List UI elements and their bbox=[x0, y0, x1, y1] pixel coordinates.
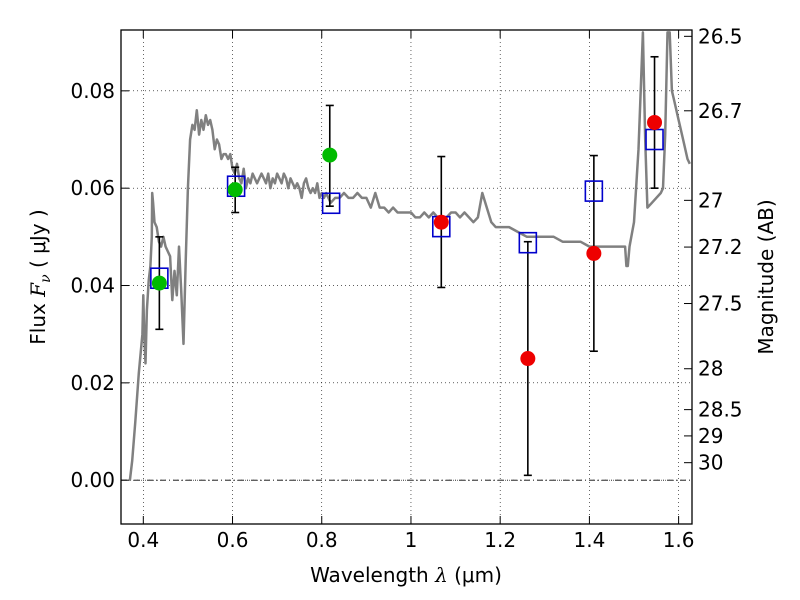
x-tick-label: 1.2 bbox=[484, 528, 516, 552]
y-tick-label: 0.00 bbox=[70, 468, 115, 492]
x-tick-label: 1.6 bbox=[663, 528, 695, 552]
x-tick-label: 0.4 bbox=[127, 528, 159, 552]
y-tick-label: 0.08 bbox=[70, 79, 115, 103]
y2-tick-label: 28.5 bbox=[698, 398, 743, 422]
observed-flux-point bbox=[227, 182, 243, 198]
x-axis-label: Wavelength λ (μm) bbox=[310, 563, 502, 587]
y2-axis-ticks: 26.5 26.7 27 27.2 27.5 28 28.529 30 bbox=[684, 24, 743, 475]
y2-tick-label: 26.7 bbox=[698, 99, 743, 123]
y2-tick-label: 26.5 bbox=[698, 24, 743, 48]
template-sed-line bbox=[128, 31, 691, 481]
model-flux-squares bbox=[150, 128, 664, 290]
observed-flux-point bbox=[322, 147, 338, 163]
y2-tick-label: 27.2 bbox=[698, 235, 743, 259]
model-flux-square bbox=[518, 231, 538, 254]
observed-flux-point bbox=[586, 245, 602, 261]
observed-flux-point bbox=[520, 351, 536, 367]
plot-frame bbox=[120, 29, 693, 525]
x-tick-label: 1.4 bbox=[573, 528, 605, 552]
x-tick-label: 0.8 bbox=[306, 528, 338, 552]
y2-tick-label: 30 bbox=[698, 451, 723, 475]
x-tick-label: 1 bbox=[405, 528, 418, 552]
y2-axis-label: Magnitude (AB) bbox=[754, 199, 778, 354]
y-axis-label: Flux Fν ( μJy ) bbox=[26, 209, 54, 344]
y2-tick-label: 28 bbox=[698, 357, 723, 381]
model-flux-square bbox=[321, 192, 341, 215]
observed-flux-point bbox=[151, 275, 167, 291]
y-tick-label: 0.02 bbox=[70, 371, 115, 395]
x-tick-label: 0.6 bbox=[217, 528, 249, 552]
y-tick-label: 0.06 bbox=[70, 176, 115, 200]
observed-flux-points bbox=[151, 114, 663, 367]
y-axis-ticks: 0.00 0.02 0.04 0.06 0.08 bbox=[70, 79, 129, 492]
y2-tick-label: 27.5 bbox=[698, 292, 743, 316]
y2-tick-label: 27 bbox=[698, 188, 723, 212]
grid-lines bbox=[121, 30, 692, 524]
model-flux-square bbox=[584, 180, 604, 202]
y-tick-label: 0.04 bbox=[70, 274, 115, 298]
y2-tick-label: 29 bbox=[698, 424, 723, 448]
observed-flux-point bbox=[647, 114, 663, 130]
error-bars bbox=[155, 55, 659, 477]
observed-flux-point bbox=[433, 214, 449, 230]
x-axis-ticks: 0.4 0.6 0.8 1 1.2 1.4 1.6 bbox=[127, 30, 695, 552]
